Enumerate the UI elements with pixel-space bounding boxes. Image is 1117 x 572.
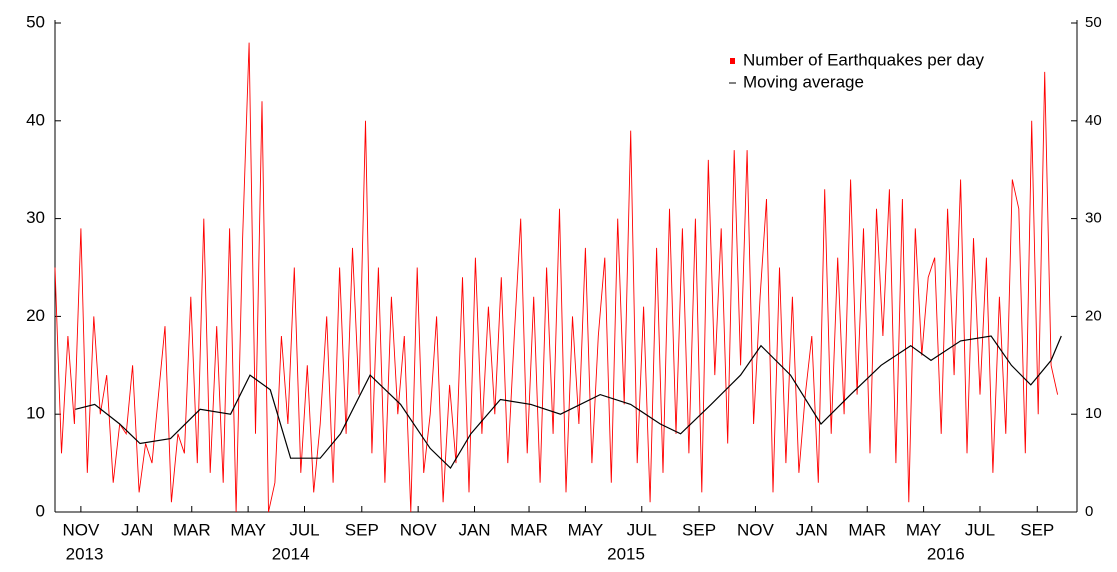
x-tick-label: JAN — [796, 520, 828, 539]
legend-label: Number of Earthquakes per day — [743, 50, 984, 69]
x-tick-label: MAR — [848, 520, 886, 539]
x-tick-label: NOV — [737, 520, 775, 539]
x-tick-label: MAY — [906, 520, 942, 539]
y-tick-label: 40 — [26, 110, 45, 129]
x-tick-label: SEP — [682, 520, 716, 539]
series-line — [54, 42, 1059, 513]
x-tick-label: NOV — [62, 520, 100, 539]
x-tick-label: MAR — [510, 520, 548, 539]
x-tick-label: JAN — [121, 520, 153, 539]
x-tick-label: MAY — [230, 520, 266, 539]
y2-tick-label: 20 — [1085, 307, 1102, 324]
x-tick-label: NOV — [400, 520, 438, 539]
year-label: 2015 — [607, 544, 645, 563]
y2-tick-label: 50 — [1085, 14, 1102, 31]
y-tick-label: 0 — [36, 501, 45, 520]
x-tick-label: JUL — [627, 520, 657, 539]
x-tick-label: MAY — [568, 520, 604, 539]
y-tick-label: 10 — [26, 404, 45, 423]
year-label: 2016 — [927, 544, 965, 563]
x-tick-label: JAN — [458, 520, 490, 539]
x-tick-label: JUL — [289, 520, 319, 539]
legend-label: Moving average — [743, 72, 864, 91]
x-tick-label: MAR — [173, 520, 211, 539]
series-line — [75, 335, 1062, 469]
y2-tick-label: 40 — [1085, 112, 1102, 129]
x-tick-label: JUL — [965, 520, 995, 539]
y-tick-label: 50 — [26, 12, 45, 31]
y-tick-label: 20 — [26, 306, 45, 325]
y-tick-label: 30 — [26, 208, 45, 227]
x-tick-label: SEP — [345, 520, 379, 539]
legend-marker — [730, 58, 735, 64]
x-tick-label: SEP — [1020, 520, 1054, 539]
y2-tick-label: 30 — [1085, 210, 1102, 227]
year-label: 2013 — [66, 544, 104, 563]
y2-tick-label: 10 — [1085, 405, 1102, 422]
y2-tick-label: 0 — [1085, 503, 1093, 520]
year-label: 2014 — [272, 544, 310, 563]
